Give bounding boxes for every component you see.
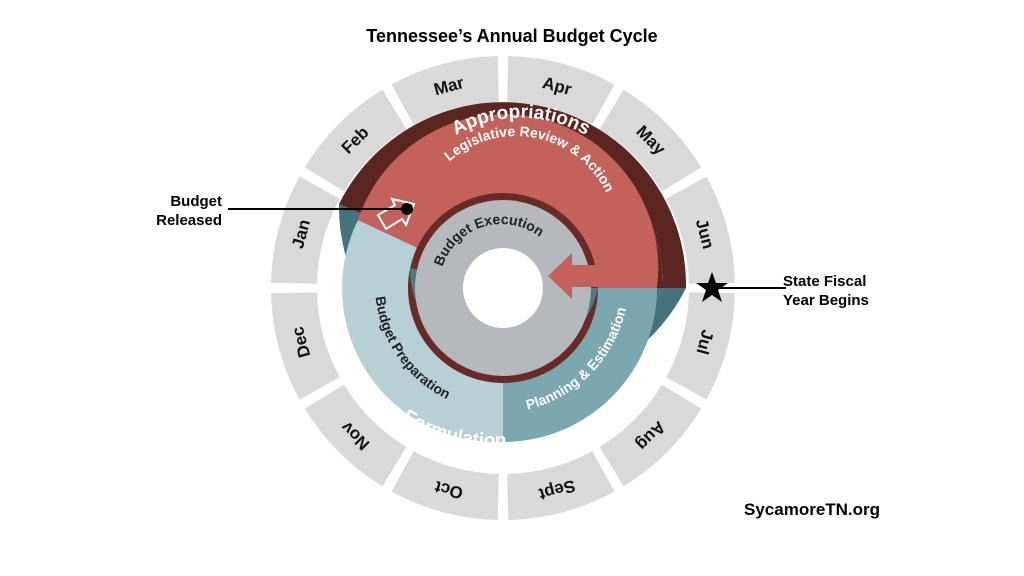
month-segment-jan (271, 176, 340, 284)
month-segment-jul (666, 292, 735, 400)
month-segment-feb (304, 89, 407, 192)
fiscal-year-line-1: State Fiscal (783, 273, 867, 290)
arrow-into-execution (548, 253, 598, 299)
month-segment-may (599, 89, 702, 192)
month-segment-nov (304, 384, 407, 487)
fiscal-year-line-2: Year Begins (783, 292, 869, 309)
month-segment-mar (391, 56, 499, 125)
month-segment-jun (666, 176, 735, 284)
center-hole (463, 248, 543, 328)
month-segment-aug (599, 384, 702, 487)
month-segment-sept (507, 451, 615, 520)
fiscal-year-note: State Fiscal Year Begins (783, 272, 869, 310)
budget-released-dot (401, 203, 413, 215)
fiscal-year-star-icon (696, 272, 728, 302)
month-segment-dec (271, 292, 340, 400)
budget-released-note: Budget Released (130, 192, 222, 230)
month-segment-oct (391, 451, 499, 520)
budget-released-line-2: Released (156, 212, 222, 229)
budget-released-line-1: Budget (170, 193, 222, 210)
month-segment-apr (507, 56, 615, 125)
diagram-title: Tennessee’s Annual Budget Cycle (366, 26, 658, 46)
source-label: SycamoreTN.org (744, 500, 881, 519)
